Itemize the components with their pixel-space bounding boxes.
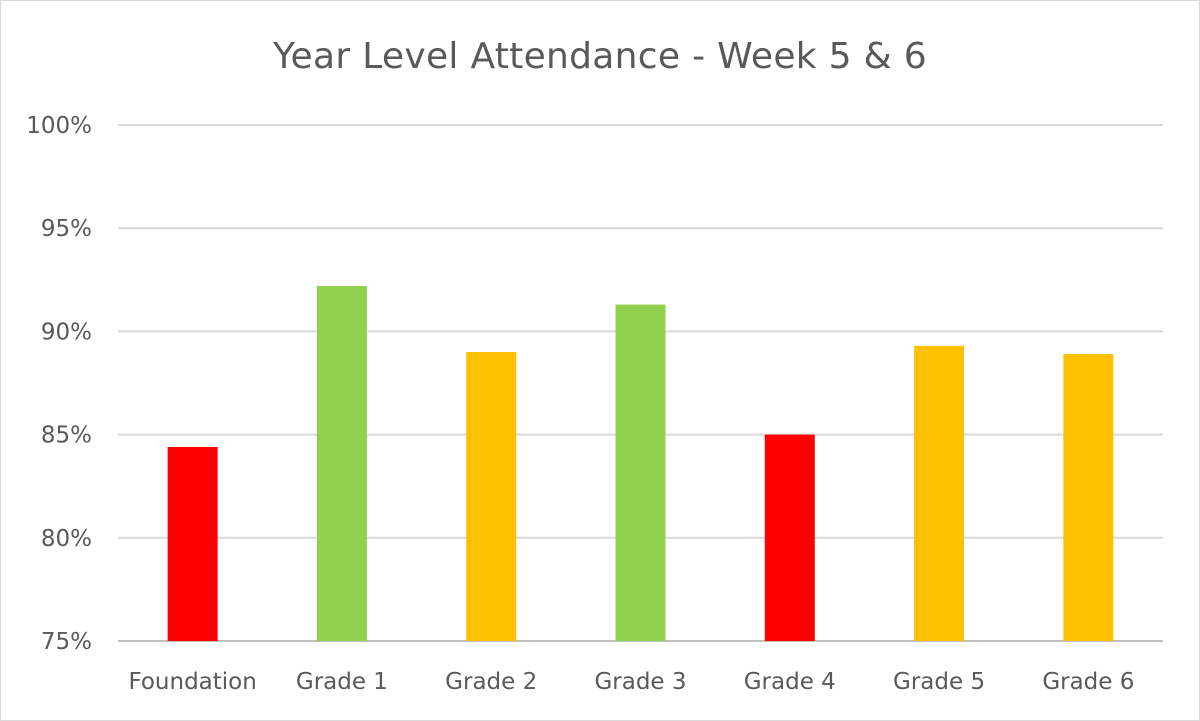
x-tick-label: Grade 1 — [296, 669, 388, 695]
y-tick-label: 75% — [41, 629, 92, 655]
bars — [167, 285, 1114, 641]
x-tick-label: Grade 5 — [893, 669, 985, 695]
bar-grade-2 — [466, 352, 517, 641]
y-tick-label: 85% — [41, 423, 92, 449]
y-tick-label: 95% — [41, 216, 92, 242]
bar-grade-6 — [1063, 354, 1114, 641]
x-axis-tick-labels: Foundation Grade 1 Grade 2 Grade 3 Grade 4 Gr… — [128, 669, 1134, 695]
y-tick-label: 100% — [26, 113, 92, 139]
x-tick-label: Grade 6 — [1042, 669, 1134, 695]
x-tick-label: Foundation — [128, 669, 256, 695]
x-tick-label: Grade 4 — [744, 669, 836, 695]
bar-grade-4 — [764, 434, 815, 641]
bar-foundation — [167, 446, 218, 641]
x-tick-label: Grade 3 — [594, 669, 686, 695]
bar-grade-1 — [316, 285, 367, 641]
chart-title: Year Level Attendance - Week 5 & 6 — [273, 36, 927, 77]
y-tick-label: 80% — [41, 526, 92, 552]
y-axis-tick-labels: 75% 80% 85% 90% 95% 100% — [26, 113, 92, 655]
bar-grade-5 — [914, 345, 965, 641]
x-tick-label: Grade 2 — [445, 669, 537, 695]
bar-grade-3 — [615, 304, 666, 641]
y-tick-label: 90% — [41, 319, 92, 345]
